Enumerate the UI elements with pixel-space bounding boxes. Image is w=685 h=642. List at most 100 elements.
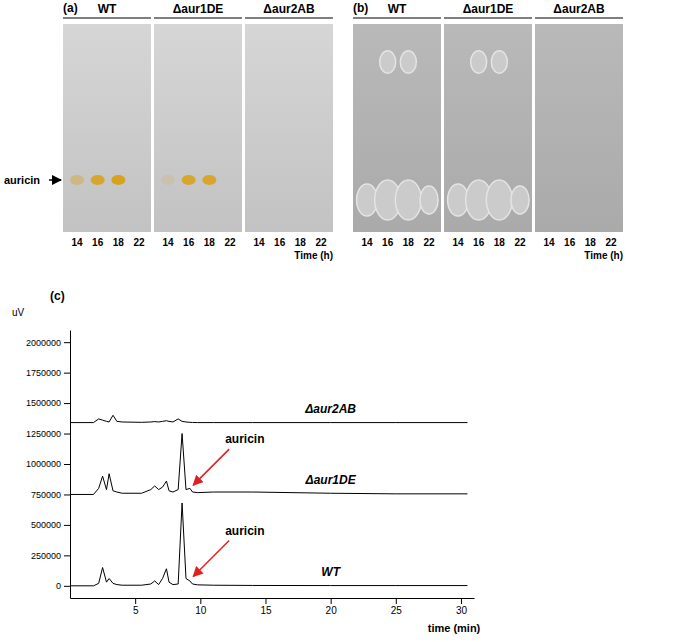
tick-label: 1750000	[26, 368, 61, 378]
plate	[63, 24, 151, 232]
plate-label: Δaur2AB	[553, 2, 605, 16]
inhibition-zone	[395, 180, 421, 220]
spot	[202, 175, 216, 185]
tick-mark	[64, 525, 70, 526]
plate-rule	[444, 18, 532, 19]
trace	[70, 415, 467, 422]
spot	[223, 175, 237, 185]
tick-label: 1250000	[26, 429, 61, 439]
tick-label: 1500000	[26, 398, 61, 408]
tick: 500000	[31, 520, 70, 530]
annotation: auricin	[4, 174, 40, 186]
spot	[293, 175, 307, 185]
inhibition-zone	[420, 186, 438, 214]
lane-label: 22	[514, 237, 526, 248]
series-label: Δaur1DE	[305, 473, 357, 487]
lane-label: 16	[382, 237, 394, 248]
axis-title: Time (h)	[294, 250, 333, 261]
tick-label: 250000	[31, 551, 61, 561]
lane-label: 18	[494, 237, 506, 248]
series-label: Δaur2AB	[304, 402, 356, 416]
tick-label: 10	[195, 605, 207, 616]
tick-label: 20	[326, 605, 338, 616]
tick-mark	[64, 555, 70, 556]
plot-area	[70, 415, 467, 586]
tick-mark	[64, 403, 70, 404]
axis-title: uV	[12, 307, 25, 318]
annotation-arrow	[193, 449, 229, 485]
panel-bioassay: (b)WT14161822Δaur1DE14161822Δaur2AB14161…	[353, 1, 623, 261]
spot	[111, 175, 125, 185]
annotation: auricin	[225, 432, 264, 446]
tick-mark	[64, 586, 70, 587]
annotation-arrow	[193, 541, 229, 577]
tick: 30	[456, 598, 468, 616]
lane-label: 16	[274, 237, 286, 248]
plate-label: WT	[98, 2, 117, 16]
tick: 20	[326, 598, 338, 616]
panel-title: (b)	[353, 1, 368, 15]
tick: 25	[391, 598, 403, 616]
spot	[91, 175, 105, 185]
tick-label: 2000000	[26, 338, 61, 348]
lane-label: 18	[204, 237, 216, 248]
x-axis: 5 10 15 20 25 30	[71, 598, 475, 616]
spot	[273, 175, 287, 185]
tick-label: 1000000	[26, 459, 61, 469]
tick: 1750000	[26, 368, 70, 378]
plate-rule	[245, 18, 333, 19]
tick-mark	[265, 598, 266, 604]
lane-label: 18	[113, 237, 125, 248]
axis-line	[70, 331, 71, 599]
tick-label: 30	[456, 605, 468, 616]
plate	[535, 24, 623, 232]
series-label: WT	[321, 565, 341, 579]
tick: 750000	[31, 490, 70, 500]
tick-label: 25	[391, 605, 403, 616]
tick: 0	[56, 581, 70, 591]
y-axis: 0 250000 500000 750000 1000000 1250000 1500000…	[26, 331, 71, 599]
lane-label: 22	[423, 237, 435, 248]
lane-label: 18	[585, 237, 597, 248]
tick-mark	[200, 598, 201, 604]
inhibition-zone	[471, 51, 487, 73]
tick-label: 5	[133, 605, 139, 616]
plate-rule	[154, 18, 242, 19]
tick-mark	[461, 598, 462, 604]
tick: 250000	[31, 551, 70, 561]
tick: 10	[195, 598, 207, 616]
lane-label: 14	[253, 237, 265, 248]
tick: 1250000	[26, 429, 70, 439]
spot	[314, 175, 328, 185]
annotation-arrow	[49, 179, 61, 181]
tick: 15	[260, 598, 272, 616]
plate-label: Δaur2AB	[263, 2, 315, 16]
plate	[353, 24, 441, 232]
tick: 1500000	[26, 398, 70, 408]
axis-title: time (min)	[428, 622, 481, 634]
axis-title: Time (h)	[584, 250, 623, 261]
lane-label: 14	[361, 237, 373, 248]
lane-label: 16	[183, 237, 195, 248]
plate	[154, 24, 242, 232]
plate-rule	[63, 18, 151, 19]
tick-mark	[331, 598, 332, 604]
tick-label: 15	[260, 605, 272, 616]
lane-label: 14	[543, 237, 555, 248]
lane-label: 18	[403, 237, 415, 248]
tick-label: 750000	[31, 490, 61, 500]
plate-rule	[535, 18, 623, 19]
tick-mark	[396, 598, 397, 604]
plate-label: Δaur1DE	[173, 2, 224, 16]
lane-label: 14	[71, 237, 83, 248]
inhibition-zone	[511, 186, 529, 214]
tick-mark	[135, 598, 136, 604]
tick-mark	[64, 434, 70, 435]
tick-mark	[64, 464, 70, 465]
tick-mark	[64, 373, 70, 374]
lane-label: 22	[224, 237, 236, 248]
inhibition-zone	[491, 51, 507, 73]
plate	[245, 24, 333, 232]
plate	[444, 24, 532, 232]
tick: 5	[133, 598, 139, 616]
